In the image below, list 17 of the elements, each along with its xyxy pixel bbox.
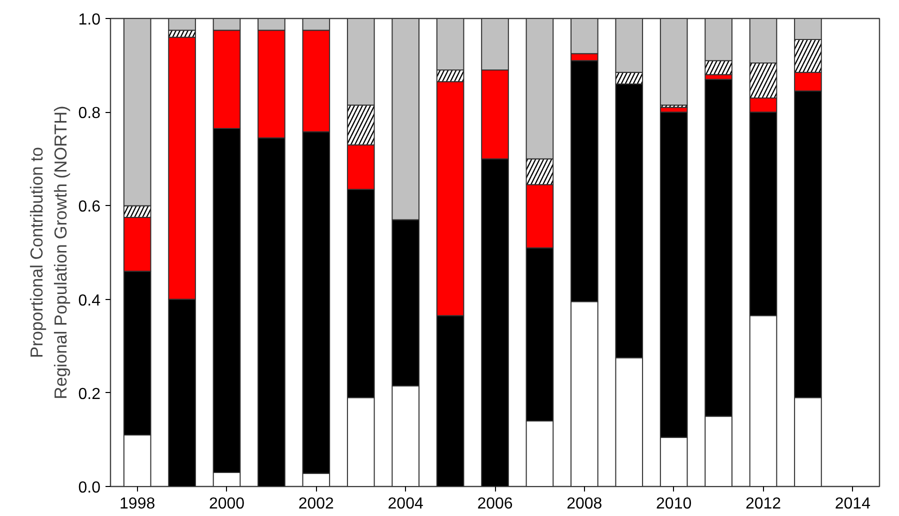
x-tick-label: 2012 — [745, 496, 782, 512]
x-tick-label: 2014 — [834, 496, 871, 512]
bar — [660, 18, 688, 106]
y-axis-title: Proportional Contribution to Regional Population Growth (NORTH) — [26, 106, 70, 400]
y-tick-label: 0.8 — [78, 105, 101, 122]
x-tick-label: 2002 — [298, 496, 334, 512]
x-tick-label: 2000 — [208, 496, 245, 512]
x-tick-label: 2010 — [656, 496, 692, 512]
x-tick-label: 2006 — [477, 496, 513, 512]
x-tick-label: 1998 — [120, 496, 156, 512]
y-tick-label: 0.0 — [78, 480, 101, 496]
y-tick-label: 0.6 — [78, 198, 101, 216]
x-tick-label: 2004 — [388, 496, 424, 512]
y-tick-label: 0.2 — [78, 386, 101, 403]
x-tick-label: 2008 — [566, 496, 602, 512]
y-tick-label: 0.4 — [78, 292, 101, 310]
y-tick-label: 1.0 — [78, 12, 101, 28]
